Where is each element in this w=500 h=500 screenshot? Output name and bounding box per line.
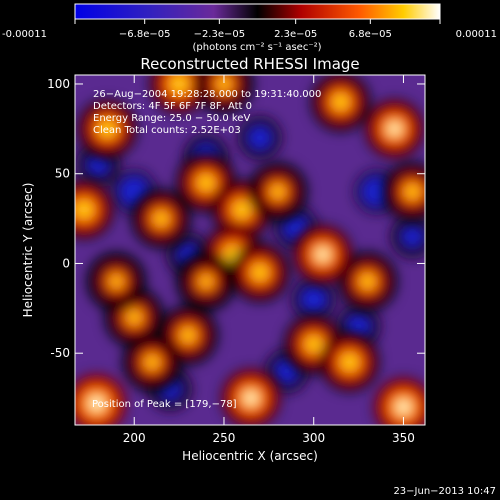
timestamp: 23−Jun−2013 10:47 [393,486,496,497]
blob-white-6 [390,124,399,134]
annotation-line-0: 26−Aug−2004 19:28:28.000 to 19:31:40.000 [93,89,321,100]
blob-yellow-2 [99,121,116,137]
peak-label: Position of Peak = [179,−78] [92,399,237,410]
blob-yellow-8 [154,212,168,225]
colorbar-tick-label-4: 6.8e−05 [349,29,392,40]
blob-yellow-7 [406,185,419,199]
negative-core-6 [88,155,108,175]
x-tick-label-0: 200 [123,431,146,445]
negative-core-9 [402,226,423,247]
blob-white-22 [398,402,409,412]
chart-title: Reconstructed RHESSI Image [140,55,359,73]
blob-yellow-10 [234,201,250,218]
plot-frame [74,74,426,426]
colorbar-tick-label-1: −6.8e−05 [119,29,171,40]
colorbar-units: (photons cm⁻² s⁻¹ asec⁻²) [192,42,321,53]
blob-yellow-16 [361,275,374,288]
blob-white-19 [246,393,256,403]
blob-yellow-5 [333,94,348,110]
blob-yellow-3 [170,75,188,93]
blob-yellow-18 [181,328,195,342]
heatmap-positive-regions [75,75,425,425]
blob-yellow-9 [198,175,214,190]
y-tick-label-1: 0 [62,256,70,270]
colorbar-tick-label-0: -0.00011 [2,29,47,40]
negative-core-4 [301,287,326,312]
negative-core-8 [249,127,271,149]
blob-yellow-24 [146,356,159,369]
colorbar-tick-label-3: 2.3e−05 [274,29,317,40]
axis-ticks: 200 250 300 350 -50 0 50 100 [47,75,425,445]
blob-yellow-21 [341,354,358,370]
negative-core-11 [276,360,298,382]
colorbar-tick-label-2: −2.3e−05 [194,29,246,40]
y-tick-label-0: -50 [50,346,70,360]
blob-yellow-1 [75,201,93,218]
blob-yellow-23 [110,275,122,287]
annotation-line-2: Energy Range: 25.0 − 50.0 keV [93,113,250,124]
blob-yellow-17 [128,311,141,324]
y-axis-label: Heliocentric Y (arcsec) [21,183,35,318]
negative-core-5 [347,315,370,337]
x-tick-label-1: 250 [213,431,236,445]
blob-white-0 [91,398,102,409]
annotation-line-1: Detectors: 4F 5F 6F 7F 8F, Att 0 [93,101,252,112]
x-axis-label: Heliocentric X (arcsec) [182,449,318,463]
x-tick-label-2: 300 [302,431,325,445]
blob-yellow-13 [252,265,268,280]
y-tick-label-3: 100 [47,77,70,91]
blob-yellow-20 [306,336,322,352]
blob-yellow-4 [218,78,230,90]
blob-yellow-14 [200,275,212,287]
blob-white-15 [318,250,327,259]
colorbar [74,3,441,20]
blob-yellow-11 [271,185,284,198]
annotation-line-3: Clean Total counts: 2.52E+03 [93,125,241,136]
colorbar-tick-label-5: 0.00011 [456,29,497,40]
x-tick-label-3: 350 [392,431,415,445]
y-tick-label-2: 50 [55,167,70,181]
colorbar-ticks: -0.00011 −6.8e−05 −2.3e−05 2.3e−05 6.8e−05 0.… [2,19,497,40]
annotations: 26−Aug−2004 19:28:28.000 to 19:31:40.000… [93,89,321,136]
